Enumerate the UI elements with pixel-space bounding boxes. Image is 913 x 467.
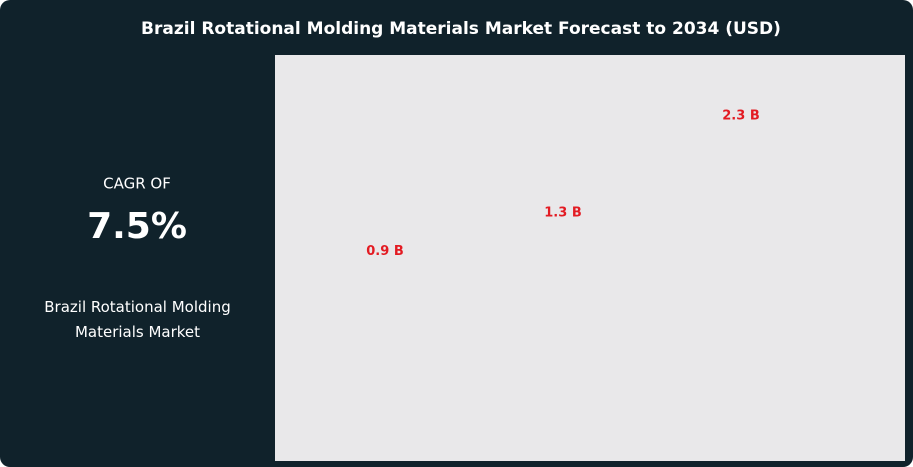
value-label: 1.3 B [544,205,581,220]
bar [701,127,781,462]
value-label: 2.3 B [722,108,759,123]
value-label: 0.9 B [366,244,403,259]
cagr-label: CAGR OF [103,175,171,193]
chart-title: Brazil Rotational Molding Materials Mark… [141,19,781,39]
cagr-value: 7.5% [87,206,187,247]
market-name: Brazil Rotational Molding Materials Mark… [44,298,231,341]
bar [345,263,425,461]
market-name-box: Brazil Rotational Molding Materials Mark… [44,298,231,341]
bar [523,224,603,461]
